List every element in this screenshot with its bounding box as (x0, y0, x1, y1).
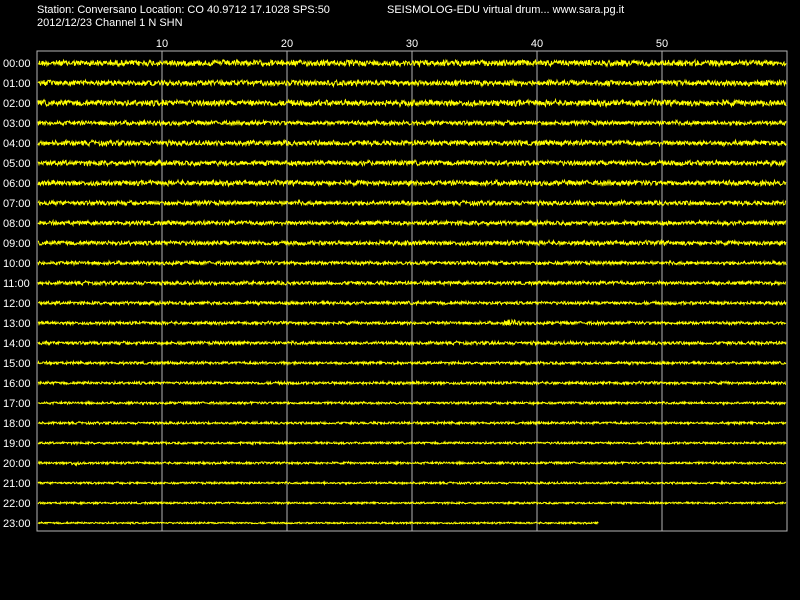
seismic-trace (37, 218, 787, 228)
seismic-trace (37, 97, 787, 109)
row-time-label: 09:00 (3, 238, 31, 250)
seismic-trace (37, 419, 787, 427)
row-time-label: 23:00 (3, 518, 31, 530)
seismic-trace (37, 480, 787, 486)
seismic-trace (37, 178, 787, 188)
seismic-trace (37, 78, 787, 89)
row-time-label: 00:00 (3, 58, 31, 70)
row-time-label: 08:00 (3, 218, 31, 230)
row-time-label: 02:00 (3, 98, 31, 110)
row-time-label: 17:00 (3, 398, 31, 410)
seismic-trace (37, 459, 787, 467)
seismic-trace (37, 58, 787, 69)
row-time-label: 16:00 (3, 378, 31, 390)
x-tick-label: 20 (281, 38, 293, 50)
row-time-label: 11:00 (3, 278, 30, 290)
seismic-trace (37, 399, 787, 407)
seismic-trace (37, 520, 599, 526)
row-time-label: 18:00 (3, 418, 31, 430)
row-time-label: 13:00 (3, 318, 31, 330)
row-time-label: 03:00 (3, 118, 31, 130)
x-tick-label: 50 (656, 38, 668, 50)
x-tick-label: 40 (531, 38, 543, 50)
row-time-label: 01:00 (3, 78, 31, 90)
seismic-trace (37, 279, 787, 287)
x-tick-label: 30 (406, 38, 418, 50)
seismic-trace (38, 299, 787, 307)
seismic-trace (37, 500, 787, 506)
row-time-label: 22:00 (3, 498, 31, 510)
x-tick-label: 10 (156, 38, 168, 50)
row-time-label: 06:00 (3, 178, 31, 190)
seismic-trace (37, 259, 787, 267)
row-time-label: 21:00 (3, 478, 31, 490)
row-time-label: 04:00 (3, 138, 31, 150)
seismic-trace (37, 359, 787, 367)
credit-text: SEISMOLOG-EDU virtual drum... www.sara.p… (387, 4, 625, 16)
seismic-trace (37, 318, 787, 327)
row-time-label: 20:00 (3, 458, 31, 470)
seismic-trace (37, 339, 787, 347)
row-time-label: 07:00 (3, 198, 31, 210)
seismic-trace (37, 118, 787, 128)
row-time-label: 15:00 (3, 358, 31, 370)
row-time-label: 12:00 (3, 298, 31, 310)
row-time-label: 14:00 (3, 338, 31, 350)
row-time-label: 19:00 (3, 438, 31, 450)
station-info: Station: Conversano Location: CO 40.9712… (37, 4, 330, 16)
seismic-trace (37, 158, 787, 168)
seismic-trace (37, 138, 787, 148)
seismic-trace (37, 198, 787, 208)
row-time-label: 10:00 (3, 258, 31, 270)
seismic-trace (37, 238, 787, 248)
seismic-trace (37, 379, 786, 387)
seismic-trace (37, 440, 787, 447)
row-time-label: 05:00 (3, 158, 31, 170)
date-channel-info: 2012/12/23 Channel 1 N SHN (37, 17, 183, 29)
